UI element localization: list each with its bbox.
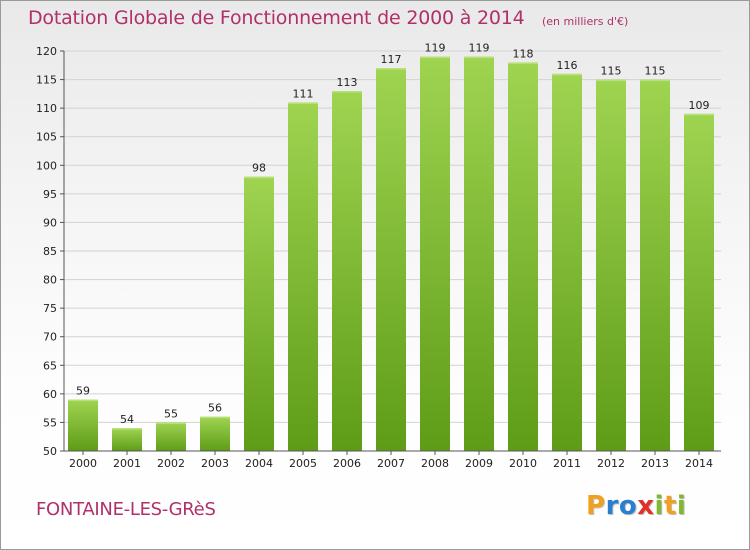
x-tick-label: 2008 <box>421 457 449 470</box>
bar-highlight <box>156 422 186 424</box>
x-tick-label: 2007 <box>377 457 405 470</box>
axes <box>60 50 721 455</box>
x-tick-label: 2011 <box>553 457 581 470</box>
data-label: 116 <box>557 59 578 72</box>
bar-2009 <box>464 56 494 451</box>
data-label: 55 <box>164 407 178 420</box>
x-tick-label: 2001 <box>113 457 141 470</box>
bar-highlight <box>508 62 538 64</box>
y-tick-label: 105 <box>36 131 57 144</box>
data-label: 109 <box>689 99 710 112</box>
logo-letter: t <box>663 491 677 521</box>
bar-2001 <box>112 428 142 451</box>
data-label: 119 <box>425 42 446 55</box>
chart-subtitle: (en milliers d'€) <box>542 15 629 28</box>
data-label: 54 <box>120 413 134 426</box>
y-tick-label: 90 <box>43 216 57 229</box>
logo-letter: o <box>618 491 638 521</box>
bar-highlight <box>200 416 230 419</box>
logo-letter: P <box>586 491 606 521</box>
data-label: 119 <box>469 42 490 55</box>
y-tick-label: 55 <box>43 416 57 429</box>
logo-letter: i <box>654 491 664 521</box>
bar-2013 <box>640 79 670 452</box>
data-label: 59 <box>76 385 90 398</box>
data-label: 117 <box>381 53 402 66</box>
commune-name: FONTAINE-LES-GRèS <box>36 499 216 520</box>
bar-2011 <box>552 73 582 451</box>
y-tick-label: 110 <box>36 102 57 115</box>
x-tick-label: 2005 <box>289 457 317 470</box>
y-tick-label: 120 <box>36 45 57 58</box>
logo-letter: i <box>676 491 687 521</box>
bar-2010 <box>508 62 538 452</box>
labels: 50 55 60 65 70 75 80 85 90 95 100 105 110 115 120 2000 5… <box>36 42 713 470</box>
y-tick-label: 75 <box>43 302 57 315</box>
x-tick-label: 2004 <box>245 457 273 470</box>
bar-highlight <box>332 91 362 93</box>
x-tick-label: 2012 <box>597 457 625 470</box>
y-tick-label: 85 <box>43 245 57 258</box>
x-tick-label: 2014 <box>685 457 713 470</box>
bar-2012 <box>596 79 626 452</box>
proxiti-logo[interactable]: Proxiti <box>586 491 686 521</box>
bar-2008 <box>420 56 450 451</box>
y-tick-label: 95 <box>43 188 57 201</box>
bars <box>68 56 714 452</box>
bar-highlight <box>684 113 714 116</box>
bar-highlight <box>376 68 406 70</box>
y-tick-label: 60 <box>43 388 57 401</box>
bar-2007 <box>376 68 406 452</box>
y-tick-label: 50 <box>43 445 57 458</box>
bar-highlight <box>288 102 318 104</box>
bar-highlight <box>552 73 582 76</box>
x-tick-label: 2009 <box>465 457 493 470</box>
bar-highlight <box>68 399 98 402</box>
bar-highlight <box>640 79 670 82</box>
bar-highlight <box>420 56 450 59</box>
bar-highlight <box>596 79 626 82</box>
bar-2014 <box>684 113 714 451</box>
bar-2005 <box>288 102 318 451</box>
data-label: 115 <box>601 65 622 78</box>
bar-highlight <box>244 176 274 179</box>
x-tick-label: 2003 <box>201 457 229 470</box>
data-label: 118 <box>513 47 534 60</box>
bar-highlight <box>464 56 494 59</box>
y-tick-label: 70 <box>43 331 57 344</box>
data-label: 111 <box>293 87 314 100</box>
bar-2002 <box>156 422 186 451</box>
x-tick-label: 2002 <box>157 457 185 470</box>
bar-2004 <box>244 176 274 451</box>
x-tick-label: 2013 <box>641 457 669 470</box>
bar-2000 <box>68 399 98 451</box>
bar-highlight <box>112 428 142 430</box>
x-tick-label: 2000 <box>69 457 97 470</box>
bar-2003 <box>200 416 230 451</box>
data-label: 115 <box>645 65 666 78</box>
y-tick-label: 115 <box>36 74 57 87</box>
logo-letter: x <box>637 491 655 521</box>
bar-2006 <box>332 91 362 451</box>
x-tick-label: 2006 <box>333 457 361 470</box>
data-label: 113 <box>337 76 358 89</box>
y-tick-label: 100 <box>36 159 57 172</box>
y-tick-label: 65 <box>43 359 57 372</box>
y-tick-label: 80 <box>43 274 57 287</box>
x-tick-label: 2010 <box>509 457 537 470</box>
data-label: 56 <box>208 402 222 415</box>
data-label: 98 <box>252 162 266 175</box>
logo-letter: r <box>605 491 619 521</box>
chart-title: Dotation Globale de Fonctionnement de 20… <box>28 7 525 29</box>
